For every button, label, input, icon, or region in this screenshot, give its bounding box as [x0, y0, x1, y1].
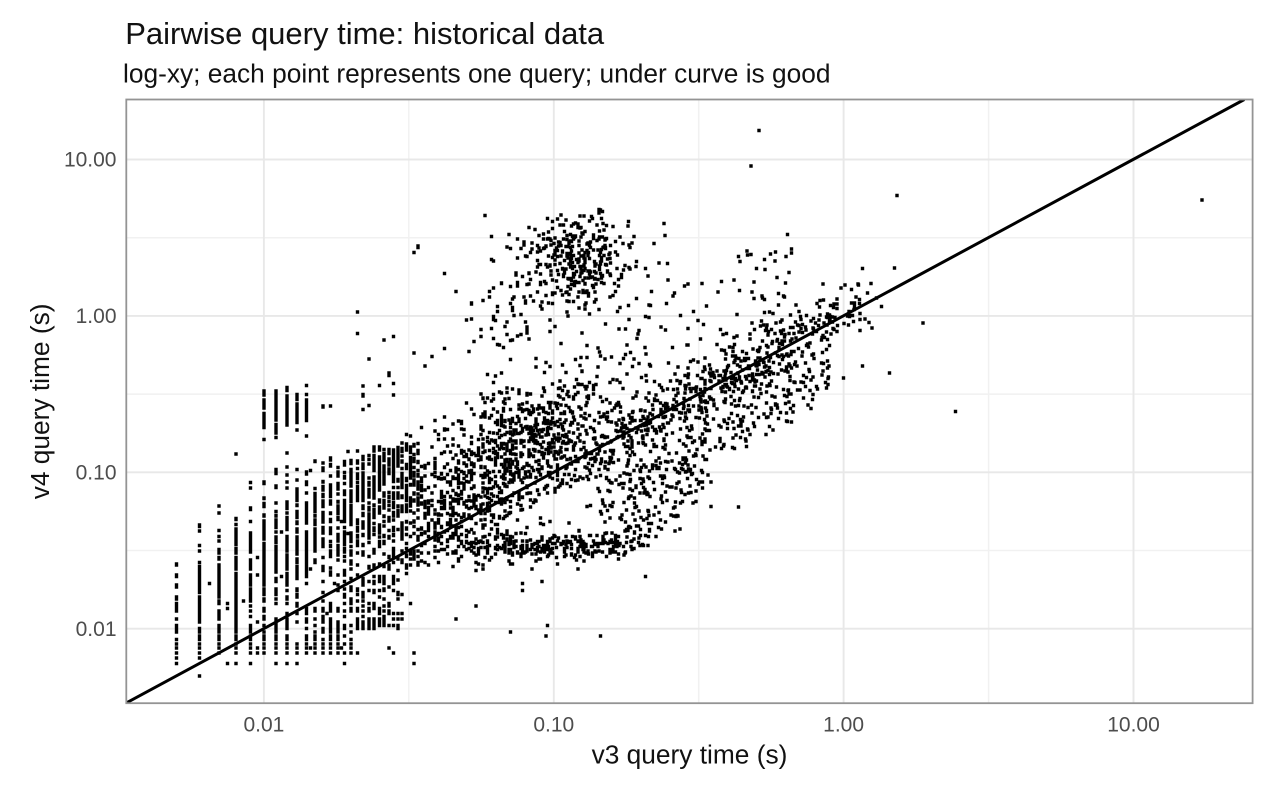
svg-text:v3 query time (s): v3 query time (s) [592, 740, 788, 770]
svg-text:0.10: 0.10 [76, 462, 117, 485]
svg-text:Pairwise query time: historica: Pairwise query time: historical data [125, 16, 605, 51]
svg-text:0.01: 0.01 [243, 714, 284, 737]
svg-text:1.00: 1.00 [823, 714, 864, 737]
svg-text:10.00: 10.00 [1107, 714, 1160, 737]
svg-text:0.01: 0.01 [76, 618, 117, 641]
svg-text:v4 query time (s): v4 query time (s) [25, 303, 55, 499]
svg-text:log-xy; each point represents: log-xy; each point represents one query;… [123, 59, 831, 89]
svg-text:1.00: 1.00 [76, 305, 117, 328]
svg-text:10.00: 10.00 [64, 149, 117, 172]
svg-text:0.10: 0.10 [533, 714, 574, 737]
